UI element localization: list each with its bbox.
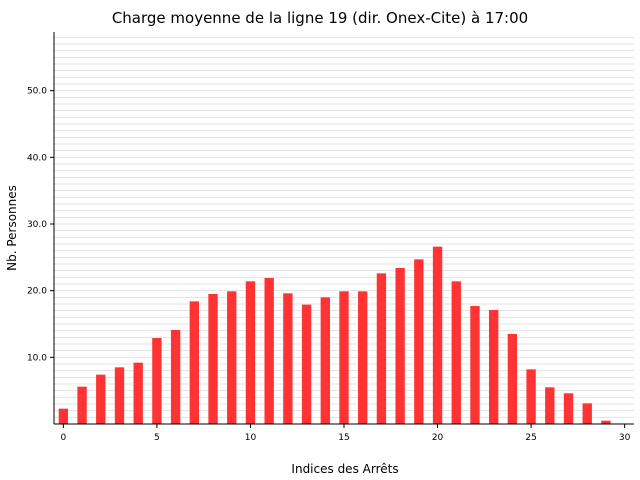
bar xyxy=(227,291,237,424)
bar xyxy=(414,259,424,424)
bar xyxy=(582,403,592,424)
x-ticks: 0 5 10 15 20 25 30 xyxy=(60,424,631,443)
bar xyxy=(526,369,536,424)
bar xyxy=(264,278,274,424)
bar xyxy=(77,386,87,424)
bars xyxy=(58,246,611,424)
y-tick-label: 10.0 xyxy=(27,353,47,363)
x-tick-label: 5 xyxy=(154,433,160,443)
bar xyxy=(507,334,518,424)
x-axis-label: Indices des Arrêts xyxy=(291,462,398,476)
x-tick-label: 15 xyxy=(338,433,349,443)
y-axis-label: Nb. Personnes xyxy=(5,185,19,271)
chart-title: Charge moyenne de la ligne 19 (dir. Onex… xyxy=(112,9,528,27)
y-ticks: 10.0 20.0 30.0 40.0 50.0 xyxy=(27,87,54,363)
bar xyxy=(451,281,461,424)
bar xyxy=(301,304,312,424)
bar xyxy=(208,294,218,424)
bar xyxy=(358,291,368,424)
bar xyxy=(563,393,574,424)
bar xyxy=(58,408,69,424)
x-tick-label: 25 xyxy=(525,433,536,443)
bar xyxy=(133,362,143,424)
x-tick-label: 30 xyxy=(619,433,631,443)
bar xyxy=(152,338,162,424)
bar xyxy=(376,273,387,424)
bar xyxy=(283,293,293,424)
y-tick-label: 20.0 xyxy=(27,287,47,297)
bar xyxy=(395,268,405,424)
y-tick-label: 50.0 xyxy=(27,87,47,97)
bar xyxy=(601,420,611,424)
bar xyxy=(339,291,349,424)
y-tick-label: 40.0 xyxy=(27,153,47,163)
x-tick-label: 20 xyxy=(432,433,444,443)
bar xyxy=(245,281,256,424)
bar xyxy=(96,374,106,424)
bar xyxy=(114,367,125,424)
bar xyxy=(170,330,181,424)
bar xyxy=(545,387,555,424)
bar xyxy=(432,246,443,424)
bar xyxy=(489,310,499,424)
x-tick-label: 10 xyxy=(245,433,257,443)
x-tick-label: 0 xyxy=(60,433,66,443)
bar xyxy=(470,306,480,424)
y-tick-label: 30.0 xyxy=(27,220,47,230)
bar xyxy=(320,297,330,424)
bar xyxy=(189,301,199,424)
